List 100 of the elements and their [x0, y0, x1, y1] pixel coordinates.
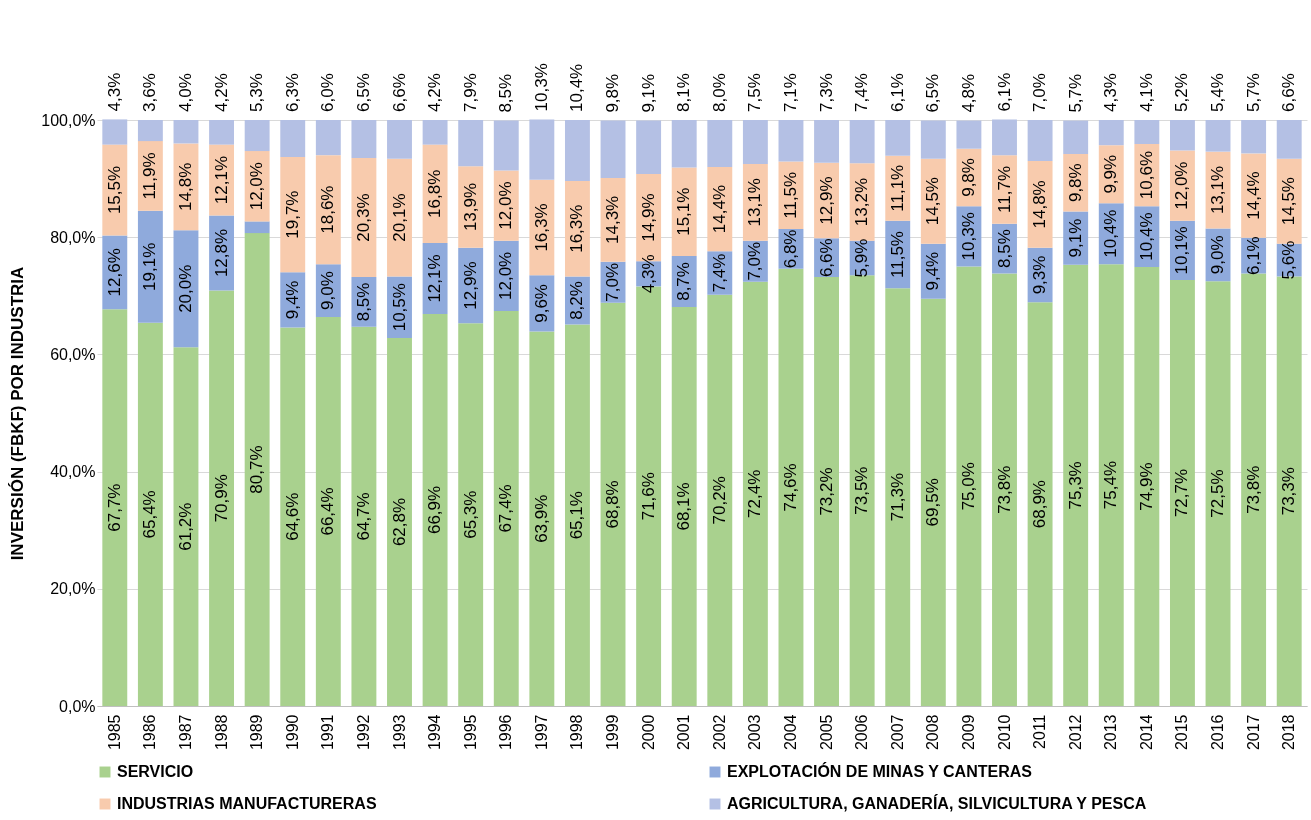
- bar: [529, 331, 555, 706]
- x-tick-label: 1988: [212, 714, 230, 751]
- data-label: 10,5%: [389, 283, 409, 332]
- data-label: 72,4%: [745, 469, 765, 518]
- data-label: 6,6%: [1279, 73, 1299, 112]
- data-label: 13,9%: [460, 182, 480, 232]
- bar: [600, 120, 626, 179]
- data-label: 14,4%: [709, 184, 729, 234]
- data-label: 6,6%: [389, 73, 409, 112]
- data-label: 65,4%: [140, 490, 160, 539]
- bar: [564, 120, 590, 181]
- bar: [351, 326, 377, 706]
- x-tick-label: 2018: [1280, 714, 1298, 751]
- data-label: 10,4%: [567, 63, 587, 112]
- bar: [636, 120, 662, 174]
- data-label: 68,8%: [603, 480, 623, 529]
- data-label: 14,3%: [603, 195, 623, 245]
- bar: [315, 120, 341, 156]
- data-label: 12,9%: [460, 261, 480, 310]
- data-label: 11,7%: [994, 165, 1014, 213]
- data-label: 13,2%: [852, 177, 872, 227]
- bar: [992, 273, 1017, 706]
- data-label: 5,6%: [1279, 240, 1299, 280]
- bar: [209, 290, 235, 706]
- bar: [885, 288, 911, 706]
- bar: [244, 233, 270, 706]
- bar: [707, 294, 733, 706]
- data-label: 6,0%: [318, 73, 338, 112]
- data-label: 14,9%: [638, 193, 658, 242]
- data-label: 9,4%: [923, 251, 943, 291]
- data-label: 15,1%: [674, 187, 694, 236]
- data-label: 7,5%: [745, 73, 765, 112]
- x-tick-label: 1994: [426, 714, 444, 751]
- data-label: 67,7%: [104, 483, 124, 532]
- data-label: 12,8%: [211, 228, 231, 278]
- data-label: 10,4%: [1101, 209, 1121, 258]
- y-tick-label: 100,0%: [41, 111, 96, 129]
- bar: [493, 120, 519, 171]
- data-label: 9,0%: [318, 271, 338, 310]
- data-label: 66,4%: [318, 487, 338, 536]
- data-label: 62,8%: [389, 497, 409, 547]
- data-label: 5,4%: [1208, 73, 1228, 112]
- data-label: 7,0%: [745, 241, 765, 281]
- data-label: 9,3%: [1030, 255, 1050, 295]
- data-label: 16,3%: [531, 203, 551, 252]
- bar: [1063, 120, 1089, 154]
- data-label: 68,9%: [1030, 480, 1050, 529]
- data-label: 16,8%: [425, 169, 445, 218]
- data-label: 6,1%: [994, 72, 1014, 112]
- data-label: 5,9%: [852, 238, 872, 278]
- bar: [707, 120, 733, 167]
- data-label: 7,0%: [1030, 73, 1050, 112]
- bar: [1098, 264, 1124, 706]
- bar: [992, 119, 1017, 156]
- bar: [244, 221, 270, 234]
- data-label: 7,3%: [816, 73, 836, 112]
- x-tick-label: 1991: [319, 714, 337, 751]
- bar: [280, 120, 306, 157]
- x-tick-label: 2008: [924, 714, 942, 751]
- data-label: 12,1%: [211, 155, 231, 205]
- bar: [387, 158, 412, 277]
- data-label: 73,2%: [816, 467, 836, 516]
- legend-label: SERVICIO: [117, 763, 194, 780]
- data-label: 7,0%: [603, 262, 623, 302]
- bar: [1098, 120, 1124, 146]
- x-tick-label: 2010: [995, 714, 1013, 751]
- data-label: 65,3%: [460, 490, 480, 539]
- data-label: 3,6%: [140, 73, 160, 112]
- data-label: 7,4%: [709, 253, 729, 293]
- data-label: 10,3%: [958, 212, 978, 261]
- bar: [956, 266, 982, 706]
- bar: [493, 311, 519, 706]
- x-tick-label: 1996: [497, 714, 515, 751]
- data-label: 8,0%: [709, 73, 729, 112]
- bar: [1169, 120, 1195, 151]
- data-label: 4,3%: [1101, 73, 1121, 112]
- bar: [422, 120, 448, 145]
- bar: [102, 309, 128, 706]
- data-label: 5,7%: [1243, 73, 1263, 112]
- bar: [1276, 120, 1302, 159]
- data-label: 13,1%: [745, 178, 765, 227]
- data-label: 16,3%: [567, 204, 587, 253]
- data-label: 9,9%: [1101, 154, 1121, 194]
- bar: [849, 275, 875, 706]
- data-label: 70,9%: [211, 474, 231, 523]
- x-tick-label: 2015: [1173, 714, 1191, 751]
- data-label: 67,4%: [496, 484, 516, 533]
- data-label: 11,5%: [780, 171, 800, 219]
- bar: [351, 158, 377, 278]
- x-tick-label: 2002: [710, 714, 728, 751]
- bar: [885, 120, 911, 156]
- data-label: 18,6%: [318, 185, 338, 234]
- legend-label: AGRICULTURA, GANADERÍA, SILVICULTURA Y PESCA: [727, 794, 1147, 812]
- data-label: 9,8%: [1065, 163, 1085, 203]
- bar: [671, 120, 697, 168]
- data-label: 7,4%: [852, 73, 872, 112]
- bar: [849, 120, 875, 164]
- data-label: 4,3%: [104, 72, 124, 112]
- bar: [778, 120, 804, 162]
- data-label: 6,8%: [780, 229, 800, 269]
